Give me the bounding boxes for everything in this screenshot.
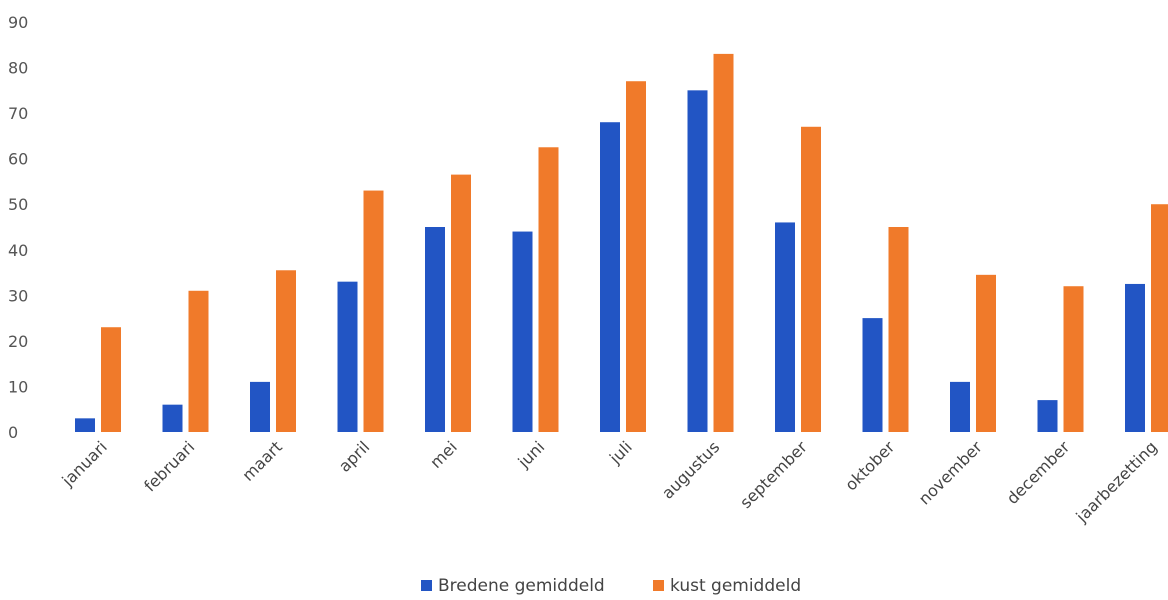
x-category-label: augustus <box>658 437 723 502</box>
bar-bredene <box>775 222 795 432</box>
bar-kust <box>976 274 996 432</box>
x-category-label: december <box>1003 437 1074 508</box>
legend-label: kust gemiddeld <box>670 576 801 596</box>
y-tick-label: 50 <box>8 195 28 214</box>
bar-bredene <box>1125 283 1145 432</box>
bar-kust <box>626 81 646 432</box>
bar-bredene <box>512 231 533 432</box>
y-tick-label: 90 <box>8 13 28 32</box>
y-tick-label: 70 <box>8 104 28 123</box>
x-category-label: oktober <box>841 437 898 494</box>
bar-bredene <box>425 227 445 432</box>
x-category-label: juni <box>514 437 549 472</box>
bar-kust <box>538 147 559 432</box>
bar-bredene <box>162 404 183 432</box>
bar-kust <box>101 327 121 432</box>
y-tick-label: 10 <box>8 377 28 396</box>
bar-bredene <box>687 90 708 432</box>
legend: Bredene gemiddeld kust gemiddeld <box>421 576 801 596</box>
bar-kust <box>363 190 384 432</box>
legend-label: Bredene gemiddeld <box>438 576 605 596</box>
x-category-label: jaarbezetting <box>1072 437 1161 526</box>
bars <box>75 53 1168 433</box>
y-tick-label: 20 <box>8 332 28 351</box>
y-tick-label: 0 <box>8 423 18 442</box>
bar-kust <box>276 270 296 432</box>
x-category-label: mei <box>426 437 461 472</box>
x-category-label: januari <box>58 437 111 490</box>
bar-bredene <box>75 418 95 432</box>
bar-kust <box>1151 204 1168 432</box>
x-category-label: september <box>736 437 811 512</box>
x-category-label: juli <box>605 437 636 468</box>
bar-kust <box>888 227 909 432</box>
bar-kust <box>713 53 734 433</box>
y-tick-label: 40 <box>8 241 28 260</box>
x-category-label: april <box>335 437 373 475</box>
bar-kust <box>801 126 821 433</box>
x-category-label: maart <box>238 437 285 484</box>
y-axis-ticks: 0 10 20 30 40 50 60 70 80 90 <box>8 13 28 442</box>
legend-swatch <box>653 580 664 591</box>
y-tick-label: 80 <box>8 59 28 78</box>
x-axis-labels: januari februari maart april mei juni juli augu… <box>58 437 1161 527</box>
bar-bredene <box>250 381 270 432</box>
bar-bredene <box>950 381 970 432</box>
bar-bredene <box>862 318 883 432</box>
bar-kust <box>1063 286 1084 432</box>
bar-kust <box>188 290 209 432</box>
bar-kust <box>451 174 471 432</box>
bar-bredene <box>1037 400 1058 432</box>
y-tick-label: 30 <box>8 286 28 305</box>
bar-bredene <box>337 281 358 432</box>
bar-bredene <box>600 122 620 432</box>
y-tick-label: 60 <box>8 150 28 169</box>
legend-swatch <box>421 580 432 591</box>
x-category-label: februari <box>140 437 198 495</box>
x-category-label: november <box>915 437 986 508</box>
